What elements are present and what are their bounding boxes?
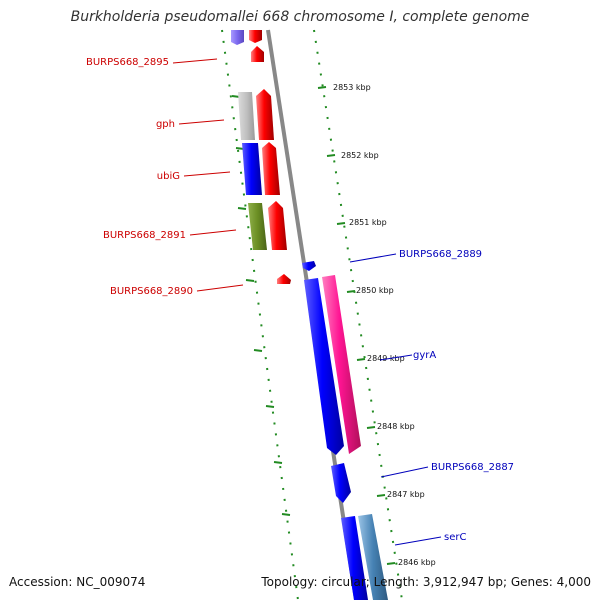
tick-label: 2846 kbp [398,558,436,567]
gene-label-burps668-2891[interactable]: BURPS668_2891 [103,230,186,241]
tick-label: 2849 kbp [367,354,405,363]
gene-label-gyra[interactable]: gyrA [413,350,436,361]
gene-label-burps668-2887[interactable]: BURPS668_2887 [431,462,514,473]
tick-label: 2847 kbp [387,490,425,499]
gene-label-ubig[interactable]: ubiG [157,171,180,182]
gene-label-gph[interactable]: gph [156,119,175,130]
tick-label: 2848 kbp [377,422,415,431]
gene-feature-serc-blue [341,516,368,600]
map-title: Burkholderia pseudomallei 668 chromosome… [70,9,530,25]
gene-feature-top-purple [231,30,244,45]
right-rail-ticks [317,86,396,565]
gene-feature-burps668-2895 [251,46,264,62]
gene-feature-ubig [262,142,280,195]
gene-label-burps668-2895[interactable]: BURPS668_2895 [86,57,169,68]
gene-feature-burps668-2891 [268,201,287,250]
gene-feature-burps668-2890 [277,274,291,284]
genome-summary-text: Topology: circular; Length: 3,912,947 bp… [261,575,591,589]
right-leader-lines [349,253,442,546]
tick-label: 2852 kbp [341,151,379,160]
left-dotted-rail [221,29,299,600]
right-dotted-rail [313,29,403,600]
gene-feature-ubig-blue [242,143,262,195]
tick-label: 2853 kbp [333,83,371,92]
gene-label-burps668-2889[interactable]: BURPS668_2889 [399,249,482,260]
left-rail-ticks [231,95,291,516]
gene-feature-gph [256,89,274,140]
gene-label-serc[interactable]: serC [444,532,466,543]
accession-text: Accession: NC_009074 [9,575,146,589]
gene-feature-top-red [249,30,262,43]
tick-label: 2851 kbp [349,218,387,227]
left-leader-lines [172,58,244,292]
gene-feature-serc [358,514,388,600]
gene-feature-burps668-2891-olive [248,203,267,250]
gene-feature-pink [322,275,361,454]
gene-label-burps668-2890[interactable]: BURPS668_2890 [110,286,193,297]
gene-feature-burps668-2889 [302,261,316,271]
gene-feature-burps668-2887 [331,463,351,503]
tick-label: 2850 kbp [356,286,394,295]
gene-feature-gph-grey [238,92,255,140]
gene-feature-gyra [304,278,344,455]
